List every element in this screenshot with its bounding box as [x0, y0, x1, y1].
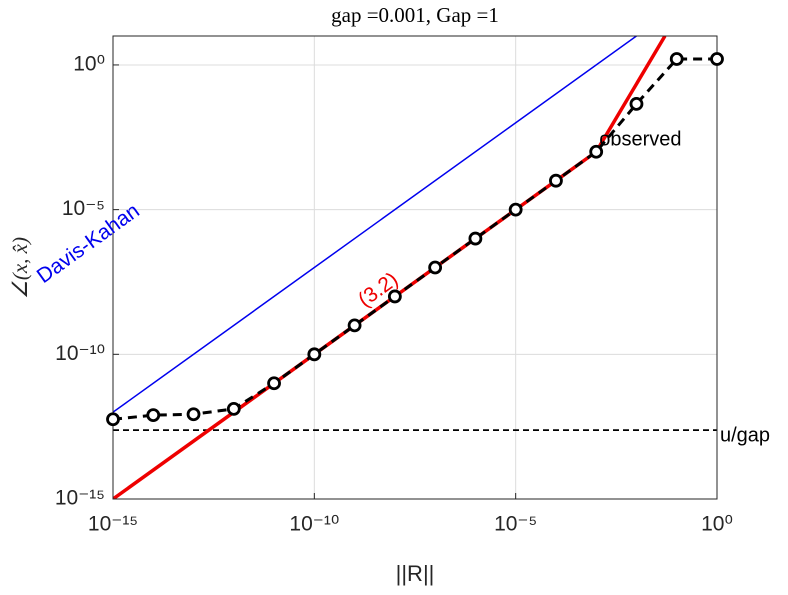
point-marker	[549, 173, 563, 188]
chart-title: gap =0.001, Gap =1	[331, 3, 499, 27]
plot-area	[113, 36, 717, 499]
x-tick-label: 10⁰	[701, 513, 733, 536]
point-marker	[267, 376, 281, 391]
y-axis-label: ∠(x, x̂)	[8, 237, 32, 299]
y-tick-label: 10⁻⁵	[62, 197, 105, 220]
point-marker	[589, 144, 604, 159]
point-marker	[629, 97, 644, 111]
point-marker	[347, 318, 362, 333]
point-marker	[307, 347, 322, 362]
point-marker	[428, 260, 443, 275]
y-tick-label: 10⁻¹⁵	[55, 487, 105, 510]
reference-label: u/gap	[720, 424, 770, 446]
point-marker	[710, 52, 724, 66]
x-tick-label: 10⁻¹⁰	[289, 513, 339, 536]
point-marker	[508, 202, 523, 217]
x-tick-label: 10⁻⁵	[494, 513, 537, 536]
series-label: observed	[599, 128, 681, 150]
point-marker	[106, 412, 120, 427]
point-marker	[186, 407, 201, 422]
point-marker	[669, 52, 684, 66]
point-marker	[468, 231, 483, 246]
series-line	[113, 36, 637, 413]
point-marker	[146, 408, 161, 423]
y-tick-label: 10⁻¹⁰	[55, 342, 105, 365]
point-marker	[387, 289, 402, 304]
x-axis-label: ||R||	[396, 561, 435, 586]
point-marker	[226, 401, 241, 416]
y-tick-label: 10⁰	[73, 52, 105, 75]
axes-box	[112, 35, 718, 500]
x-tick-label: 10⁻¹⁵	[88, 513, 138, 536]
